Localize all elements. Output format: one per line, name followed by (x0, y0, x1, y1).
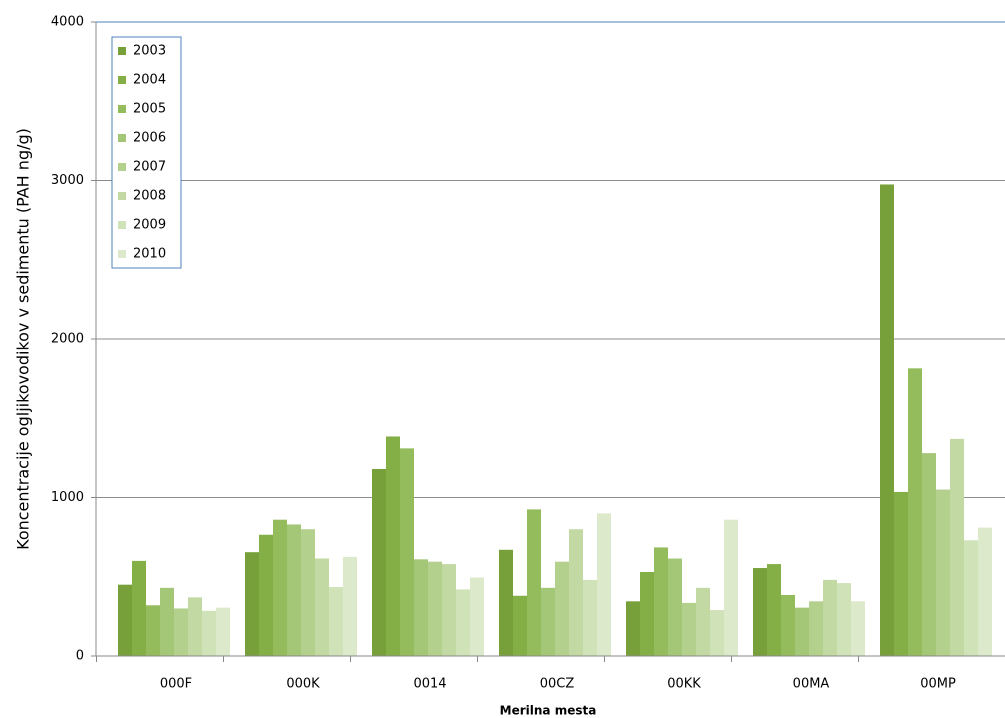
bar (978, 527, 992, 656)
bar (837, 583, 851, 656)
bar (710, 610, 724, 656)
legend-label: 2005 (133, 102, 166, 117)
bar (174, 608, 188, 656)
x-tick-label: 00MA (793, 677, 830, 692)
bar (245, 552, 259, 656)
bar (583, 579, 597, 656)
legend-box (111, 36, 182, 269)
y-tick-label: 3000 (51, 173, 84, 188)
legend-label: 2007 (133, 160, 166, 175)
bar (696, 587, 710, 656)
bar (668, 558, 682, 656)
bar (597, 513, 611, 656)
bar (216, 607, 230, 656)
bar (470, 577, 484, 656)
legend-swatch (118, 76, 126, 84)
bar (753, 568, 767, 656)
legend-label: 2006 (133, 131, 166, 146)
bar (315, 558, 329, 656)
bar (894, 491, 908, 656)
bar (160, 587, 174, 656)
legend-label: 2010 (133, 247, 166, 262)
bar (301, 529, 315, 656)
x-tick-label: 00CZ (540, 677, 575, 692)
legend-swatch (118, 47, 126, 55)
bar (908, 368, 922, 656)
legend-swatch (118, 250, 126, 258)
bar (654, 547, 668, 656)
bar (922, 453, 936, 656)
bar (880, 184, 894, 656)
bar (259, 534, 273, 656)
bar (456, 589, 470, 656)
bar (823, 579, 837, 656)
legend-swatch (118, 163, 126, 171)
y-tick-label: 0 (76, 649, 84, 664)
x-tick-label: 000F (160, 677, 192, 692)
y-axis-title: Koncentracije ogljikovodikov v sedimentu… (14, 128, 33, 550)
bar (809, 601, 823, 656)
legend-label: 2003 (133, 44, 166, 59)
bar (146, 605, 160, 656)
y-tick-label: 2000 (51, 332, 84, 347)
bar (188, 597, 202, 656)
bar (329, 587, 343, 656)
x-tick-label: 00MP (920, 677, 956, 692)
bar (372, 468, 386, 656)
x-axis-title: Merilna mesta (500, 704, 597, 718)
bar (950, 438, 964, 656)
bar (767, 564, 781, 656)
legend-label: 2008 (133, 189, 166, 204)
bar (414, 559, 428, 656)
legend-swatch (118, 221, 126, 229)
bar (781, 594, 795, 656)
bar (400, 448, 414, 656)
x-tick-label: 0014 (413, 677, 446, 692)
legend-swatch (118, 134, 126, 142)
bar (442, 564, 456, 656)
bar (499, 549, 513, 656)
bar (132, 560, 146, 656)
bar (682, 602, 696, 656)
bar (795, 607, 809, 656)
bar (118, 584, 132, 656)
bar (343, 556, 357, 656)
bar (851, 601, 865, 656)
bar (555, 561, 569, 656)
legend-swatch (118, 192, 126, 200)
bar (626, 601, 640, 656)
legend-swatch (118, 105, 126, 113)
bar (287, 524, 301, 656)
bar (936, 489, 950, 656)
bar (640, 571, 654, 656)
bar (273, 519, 287, 656)
bar (527, 509, 541, 656)
bar (541, 587, 555, 656)
x-tick-label: 000K (286, 677, 320, 692)
bar (386, 436, 400, 656)
bar (513, 595, 527, 656)
y-tick-label: 4000 (51, 15, 84, 30)
bar (202, 610, 216, 656)
bar (428, 561, 442, 656)
bar (964, 540, 978, 656)
bar (724, 519, 738, 656)
legend-label: 2004 (133, 73, 166, 88)
legend-label: 2009 (133, 218, 166, 233)
bar (569, 529, 583, 656)
y-tick-label: 1000 (51, 490, 84, 505)
x-tick-label: 00KK (667, 677, 701, 692)
